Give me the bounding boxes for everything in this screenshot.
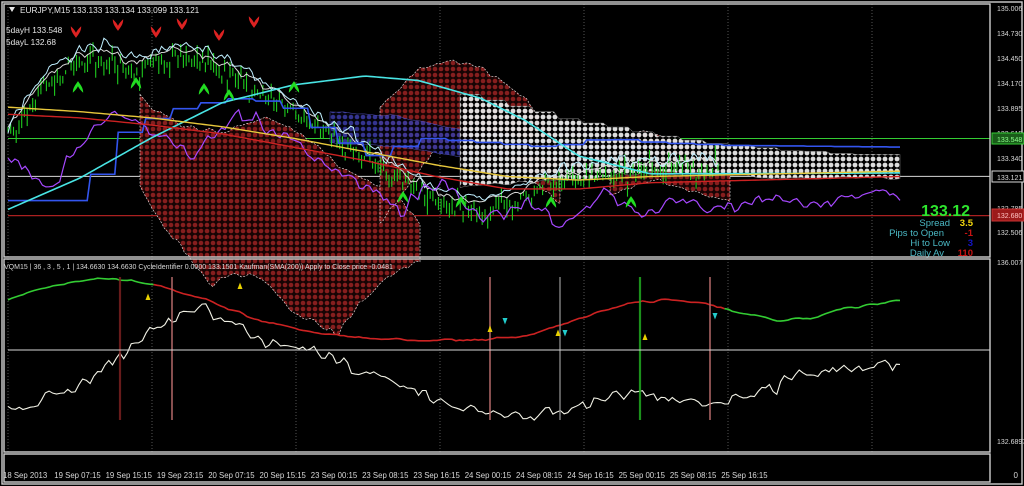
svg-text:133.548: 133.548: [997, 137, 1022, 144]
svg-text:132.506: 132.506: [997, 230, 1022, 237]
svg-text:23 Sep 08:15: 23 Sep 08:15: [362, 471, 409, 480]
svg-text:19 Sep 07:15: 19 Sep 07:15: [54, 471, 101, 480]
svg-text:20 Sep 15:15: 20 Sep 15:15: [260, 471, 307, 480]
svg-text:EURJPY,M15 133.133 133.134 13: EURJPY,M15 133.133 133.134 133.099 133.1…: [20, 5, 200, 15]
svg-text:19 Sep 23:15: 19 Sep 23:15: [157, 471, 204, 480]
svg-text:19 Sep 15:15: 19 Sep 15:15: [106, 471, 153, 480]
svg-text:23 Sep 00:15: 23 Sep 00:15: [311, 471, 358, 480]
svg-text:24 Sep 08:15: 24 Sep 08:15: [516, 471, 563, 480]
svg-text:0: 0: [1014, 471, 1019, 480]
svg-text:20 Sep 07:15: 20 Sep 07:15: [208, 471, 255, 480]
svg-text:25 Sep 08:15: 25 Sep 08:15: [670, 471, 717, 480]
svg-text:5dayH 133.548: 5dayH 133.548: [6, 25, 63, 35]
svg-text:132.6897: 132.6897: [997, 439, 1024, 446]
svg-text:134.450: 134.450: [997, 56, 1022, 63]
svg-text:25 Sep 00:15: 25 Sep 00:15: [619, 471, 666, 480]
svg-text:VQM15 | 36 , 3 , 5 , 1 | 13: VQM15 | 36 , 3 , 5 , 1 | 134.6630 134.66…: [4, 264, 393, 271]
svg-text:24 Sep 16:15: 24 Sep 16:15: [567, 471, 614, 480]
svg-text:133.340: 133.340: [997, 156, 1022, 163]
svg-text:134.730: 134.730: [997, 31, 1022, 38]
svg-text:133.895: 133.895: [997, 106, 1022, 113]
svg-text:134.170: 134.170: [997, 81, 1022, 88]
svg-text:25 Sep 16:15: 25 Sep 16:15: [721, 471, 768, 480]
svg-text:23 Sep 16:15: 23 Sep 16:15: [413, 471, 460, 480]
svg-text:18 Sep 2013: 18 Sep 2013: [3, 471, 47, 480]
svg-text:135.006: 135.006: [997, 6, 1022, 13]
svg-text:24 Sep 00:15: 24 Sep 00:15: [465, 471, 512, 480]
svg-text:133.121: 133.121: [997, 175, 1022, 182]
svg-text:5dayL 132.68: 5dayL 132.68: [6, 37, 56, 47]
svg-text:136.007: 136.007: [997, 260, 1022, 267]
svg-text:132.680: 132.680: [997, 213, 1022, 220]
